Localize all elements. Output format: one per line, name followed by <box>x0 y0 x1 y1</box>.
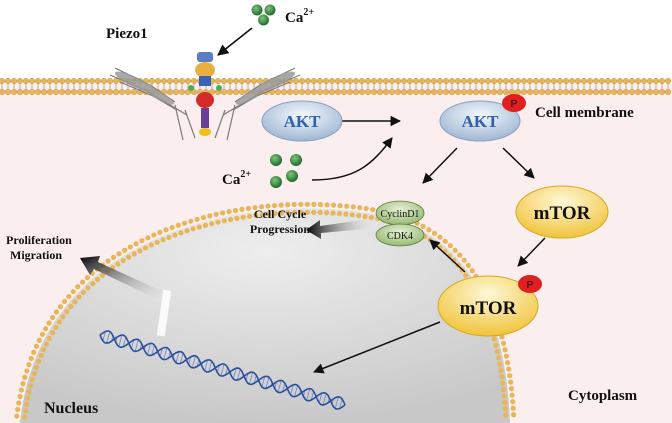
cell-cycle-label-line1: Cell Cycle <box>254 207 307 221</box>
arrow-pmtor-to-cyclin <box>429 239 466 273</box>
calcium-label-extracellular: Ca2+ <box>285 7 314 26</box>
nuclear-pore-beam <box>156 289 172 337</box>
mtor-node: mTOR <box>515 185 609 239</box>
phospho-akt-node: AKT P <box>439 94 526 142</box>
mtor-phosphate-badge: P <box>518 275 542 293</box>
cell-membrane-label: Cell membrane <box>535 105 634 121</box>
cytoplasm-label: Cytoplasm <box>568 388 638 404</box>
akt-phosphate-badge: P <box>502 94 526 112</box>
cdk4-label: CDK4 <box>387 231 413 242</box>
arrow-calcium-to-pakt <box>311 137 393 181</box>
mtor-phosphate-label: P <box>527 280 534 291</box>
calcium-ions-intracellular <box>270 154 302 188</box>
nucleus-label: Nucleus <box>44 400 98 417</box>
proliferation-label-line2: Migration <box>10 248 62 262</box>
akt-phosphate-label: P <box>511 99 518 110</box>
arrow-mtor-to-pmtor <box>517 237 546 267</box>
phospho-akt-label: AKT <box>462 112 500 131</box>
proliferation-label-line1: Proliferation <box>6 233 72 247</box>
akt-node: AKT <box>261 100 343 142</box>
arrow-pakt-to-mtor <box>502 147 535 179</box>
arrow-pakt-to-cyclin <box>422 147 458 184</box>
cyclin-cdk4-complex: CyclinD1 CDK4 <box>375 200 425 247</box>
calcium-label-intracellular: Ca2+ <box>222 169 251 188</box>
phospho-mtor-node: mTOR P <box>437 275 542 337</box>
mtor-label: mTOR <box>534 203 591 224</box>
arrow-pmtor-to-dna <box>313 321 441 374</box>
dna-helix <box>99 330 346 410</box>
calcium-ions-extracellular <box>251 4 276 26</box>
phospho-mtor-label: mTOR <box>460 298 517 319</box>
piezo1-label: Piezo1 <box>106 26 148 42</box>
nuclear-envelope <box>20 208 510 423</box>
cell-cycle-label-line2: Progression <box>250 222 311 236</box>
piezo1-channel <box>109 52 301 141</box>
arrow-nucleus-to-proliferation <box>80 256 170 303</box>
akt-label: AKT <box>284 112 322 131</box>
cyclin-d1-label: CyclinD1 <box>381 209 420 220</box>
arrow-calcium-to-piezo1 <box>217 27 253 56</box>
arrow-cyclin-to-cell-cycle <box>306 218 378 239</box>
